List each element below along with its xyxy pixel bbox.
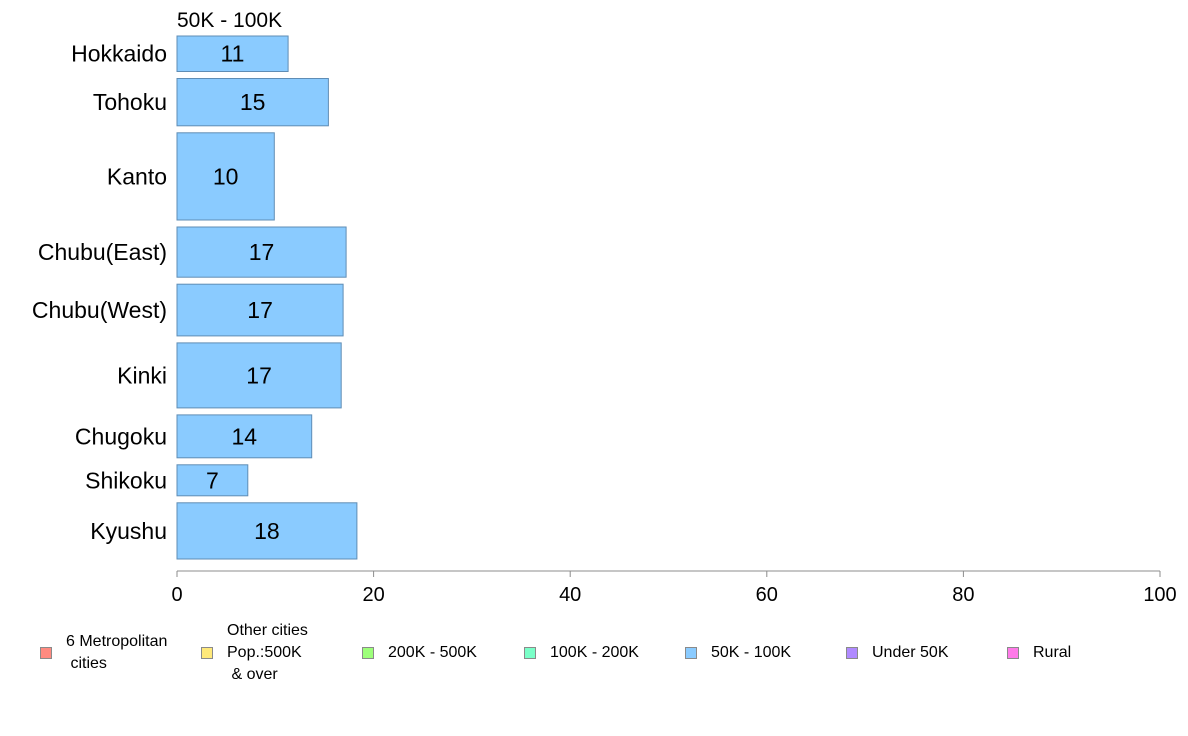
legend-item: 100K - 200K	[524, 618, 639, 688]
x-tick-label: 80	[952, 584, 974, 606]
legend-label: 200K - 500K	[388, 644, 477, 661]
legend: 6 Metropolitan cities Other cities Pop.:5…	[0, 618, 1188, 688]
bar	[176, 283, 344, 337]
legend-swatch	[40, 647, 52, 659]
bar	[176, 226, 347, 278]
category-label: Hokkaido	[71, 41, 167, 67]
legend-swatch	[201, 647, 213, 659]
bar	[176, 414, 313, 459]
category-label: Kyushu	[90, 518, 167, 544]
category-label: Chubu(East)	[38, 239, 167, 265]
x-tick-label: 0	[171, 584, 182, 606]
legend-swatch	[846, 647, 858, 659]
legend-swatch	[1007, 647, 1019, 659]
x-tick-label: 20	[362, 584, 384, 606]
data-label: 7	[206, 467, 219, 493]
x-tick-label: 100	[1143, 584, 1176, 606]
data-label: 17	[249, 239, 275, 265]
bar	[176, 35, 289, 72]
x-tick-label: 60	[756, 584, 778, 606]
category-labels: Hokkaido Tohoku Kanto Chubu(East) Chubu(West…	[32, 41, 167, 544]
chart-title: 50K - 100K	[177, 9, 282, 32]
legend-swatch	[524, 647, 536, 659]
legend-swatch	[362, 647, 374, 659]
legend-item: Under 50K	[846, 618, 949, 688]
legend-label: 6 Metropolitan cities	[66, 633, 168, 672]
category-label: Chubu(West)	[32, 297, 167, 323]
legend-swatch	[685, 647, 697, 659]
legend-item: 50K - 100K	[685, 618, 791, 688]
data-label: 15	[240, 89, 266, 115]
data-label: 17	[247, 297, 273, 323]
legend-item: 200K - 500K	[362, 618, 477, 688]
category-label: Tohoku	[93, 89, 167, 115]
legend-label: 100K - 200K	[550, 644, 639, 661]
bar	[176, 132, 275, 221]
bar	[176, 464, 249, 497]
legend-label: 50K - 100K	[711, 644, 792, 661]
legend-item: Rural	[1007, 618, 1071, 688]
legend-label: Other cities Pop.:500K & over	[227, 622, 308, 683]
data-label: 10	[213, 163, 239, 189]
category-label: Kinki	[117, 362, 167, 388]
data-label: 18	[254, 518, 280, 544]
data-label: 11	[221, 41, 245, 67]
bar-chart: 50K - 100K 11 15 10 17 17 17 14 7 18 Hokkaido Toh…	[32, 9, 1177, 606]
legend-item: 6 Metropolitan cities	[40, 618, 167, 688]
bar	[176, 78, 329, 127]
bar	[176, 342, 342, 409]
legend-label: Under 50K	[872, 644, 949, 661]
bar	[176, 502, 358, 560]
legend-item: Other cities Pop.:500K & over	[201, 618, 308, 688]
data-label: 17	[246, 362, 272, 388]
x-axis: 0 20 40 60 80 100	[171, 570, 1177, 606]
category-label: Kanto	[107, 163, 167, 189]
x-tick-label: 40	[559, 584, 581, 606]
category-label: Shikoku	[85, 467, 167, 493]
legend-label: Rural	[1033, 644, 1072, 661]
category-label: Chugoku	[75, 423, 167, 449]
data-label: 14	[232, 423, 258, 449]
bars-group: 11 15 10 17 17 17 14 7 18	[176, 35, 358, 560]
